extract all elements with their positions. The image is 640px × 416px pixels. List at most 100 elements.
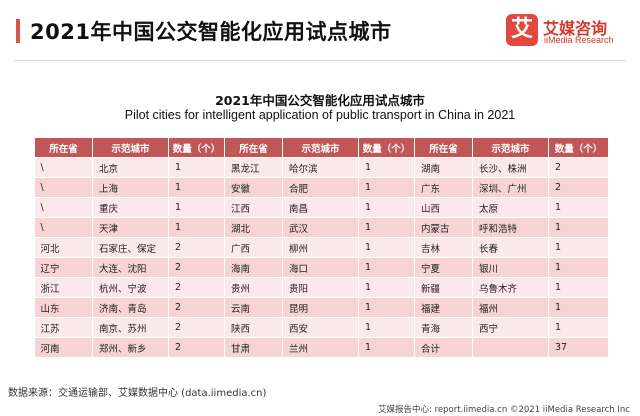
column-header: 所在省 <box>34 137 93 158</box>
table-cell: 南昌 <box>282 197 359 218</box>
table-cell: 广西 <box>224 237 283 258</box>
table-cell: 贵阳 <box>282 277 359 298</box>
table-row: \ 北京 1 黑龙江 哈尔滨 1 湖南 长沙、株洲 2 <box>34 157 609 178</box>
table-cell: 河南 <box>34 337 93 358</box>
table-cell: 山西 <box>414 197 473 218</box>
table-title-cn: 2021年中国公交智能化应用试点城市 <box>215 93 425 108</box>
table-cell: 安徽 <box>224 177 283 198</box>
table-cell: 37 <box>548 337 609 358</box>
table-cell: 乌鲁木齐 <box>472 277 549 298</box>
table-header-row: 所在省 示范城市 数量（个） 所在省 示范城市 数量（个） 所在省 示范城市 数量（个） <box>34 137 609 158</box>
table-cell: 福州 <box>472 297 549 318</box>
table-cell: 内蒙古 <box>414 217 473 238</box>
table-cell: 青海 <box>414 317 473 338</box>
table-cell: 重庆 <box>92 197 169 218</box>
table-cell: 兰州 <box>282 337 359 358</box>
table-cell: 浙江 <box>34 277 93 298</box>
table-cell: 银川 <box>472 257 549 278</box>
table-cell: 1 <box>358 217 415 238</box>
column-header: 数量（个） <box>358 137 415 158</box>
column-header: 所在省 <box>224 137 283 158</box>
table-cell: 昆明 <box>282 297 359 318</box>
table-cell <box>472 337 549 358</box>
table-cell: 郑州、新乡 <box>92 337 169 358</box>
table-row: \ 上海 1 安徽 合肥 1 广东 深圳、广州 2 <box>34 177 609 198</box>
table-cell: 1 <box>548 237 609 258</box>
table-cell: 太原 <box>472 197 549 218</box>
table-cell: 西安 <box>282 317 359 338</box>
table-cell: 1 <box>358 177 415 198</box>
column-header: 数量（个） <box>168 137 225 158</box>
table-cell: 上海 <box>92 177 169 198</box>
table-cell: 2 <box>548 177 609 198</box>
logo-name-en: iiMedia Research <box>544 35 614 45</box>
table-cell: 2 <box>548 157 609 178</box>
column-header: 示范城市 <box>282 137 359 158</box>
table-cell: 1 <box>548 257 609 278</box>
table-cell: 北京 <box>92 157 169 178</box>
table-cell: 哈尔滨 <box>282 157 359 178</box>
table-cell: 西宁 <box>472 317 549 338</box>
table-row: 山东 济南、青岛 2 云南 昆明 1 福建 福州 1 <box>34 297 609 318</box>
page-header: 2021年中国公交智能化应用试点城市 艾 艾媒咨询 iiMedia Resear… <box>0 0 640 62</box>
iimedia-logo[interactable]: 艾 艾媒咨询 iiMedia Research <box>506 14 630 50</box>
table-cell: 1 <box>548 217 609 238</box>
table-row: 河北 石家庄、保定 2 广西 柳州 1 吉林 长春 1 <box>34 237 609 258</box>
table-cell: 1 <box>168 177 225 198</box>
table-cell: 1 <box>548 297 609 318</box>
table-cell: 2 <box>168 257 225 278</box>
table-cell: 济南、青岛 <box>92 297 169 318</box>
table-cell: 1 <box>358 297 415 318</box>
pilot-cities-table: 所在省 示范城市 数量（个） 所在省 示范城市 数量（个） 所在省 示范城市 数量（个） \ 北京… <box>34 137 609 358</box>
table-row: 江苏 南京、苏州 2 陕西 西安 1 青海 西宁 1 <box>34 317 609 338</box>
table-row: \ 天津 1 湖北 武汉 1 内蒙古 呼和浩特 1 <box>34 217 609 238</box>
table-cell: 石家庄、保定 <box>92 237 169 258</box>
table-cell: 陕西 <box>224 317 283 338</box>
table-cell: 2 <box>168 297 225 318</box>
table-cell: 1 <box>358 257 415 278</box>
table-cell: 天津 <box>92 217 169 238</box>
table-cell: 1 <box>168 197 225 218</box>
table-body: \ 北京 1 黑龙江 哈尔滨 1 湖南 长沙、株洲 2 \ 上海 1 安徽 合肥 1 广东 深圳、广州 2 \ 重庆 1… <box>34 157 609 358</box>
table-cell: 宁夏 <box>414 257 473 278</box>
title-accent-bar <box>16 19 20 43</box>
table-cell: 2 <box>168 237 225 258</box>
table-cell: 1 <box>358 317 415 338</box>
table-cell: 杭州、宁波 <box>92 277 169 298</box>
table-cell: 海南 <box>224 257 283 278</box>
column-header: 数量（个） <box>548 137 609 158</box>
table-cell: 湖南 <box>414 157 473 178</box>
data-source-note: 数据来源：交通运输部、艾媒数据中心 (data.iimedia.cn) <box>8 388 267 399</box>
table-cell: 南京、苏州 <box>92 317 169 338</box>
table-cell: 广东 <box>414 177 473 198</box>
table-cell: 辽宁 <box>34 257 93 278</box>
table-row: \ 重庆 1 江西 南昌 1 山西 太原 1 <box>34 197 609 218</box>
table-cell: 1 <box>548 277 609 298</box>
table-row: 河南 郑州、新乡 2 甘肃 兰州 1 合计 37 <box>34 337 609 358</box>
column-header: 所在省 <box>414 137 473 158</box>
table-row: 辽宁 大连、沈阳 2 海南 海口 1 宁夏 银川 1 <box>34 257 609 278</box>
table-cell: 长春 <box>472 237 549 258</box>
table-cell: 云南 <box>224 297 283 318</box>
table-cell: 1 <box>358 237 415 258</box>
table-cell: 河北 <box>34 237 93 258</box>
table-cell: 1 <box>548 317 609 338</box>
logo-name-cn: 艾媒咨询 <box>543 19 608 38</box>
table-cell: 柳州 <box>282 237 359 258</box>
logo-mark-icon: 艾 <box>506 14 538 46</box>
table-cell: 江苏 <box>34 317 93 338</box>
table-cell: 1 <box>358 157 415 178</box>
table-cell: \ <box>34 197 93 218</box>
table-cell: 2 <box>168 337 225 358</box>
table-cell: 合肥 <box>282 177 359 198</box>
table-title-en: Pilot cities for intelligent application… <box>124 108 516 122</box>
table-cell: 1 <box>168 157 225 178</box>
table-cell: 深圳、广州 <box>472 177 549 198</box>
table-cell: 甘肃 <box>224 337 283 358</box>
table-cell: 1 <box>358 337 415 358</box>
table-cell: 1 <box>168 217 225 238</box>
table-cell: 江西 <box>224 197 283 218</box>
table-cell: 福建 <box>414 297 473 318</box>
table-cell: 合计 <box>414 337 473 358</box>
table-cell: 2 <box>168 277 225 298</box>
